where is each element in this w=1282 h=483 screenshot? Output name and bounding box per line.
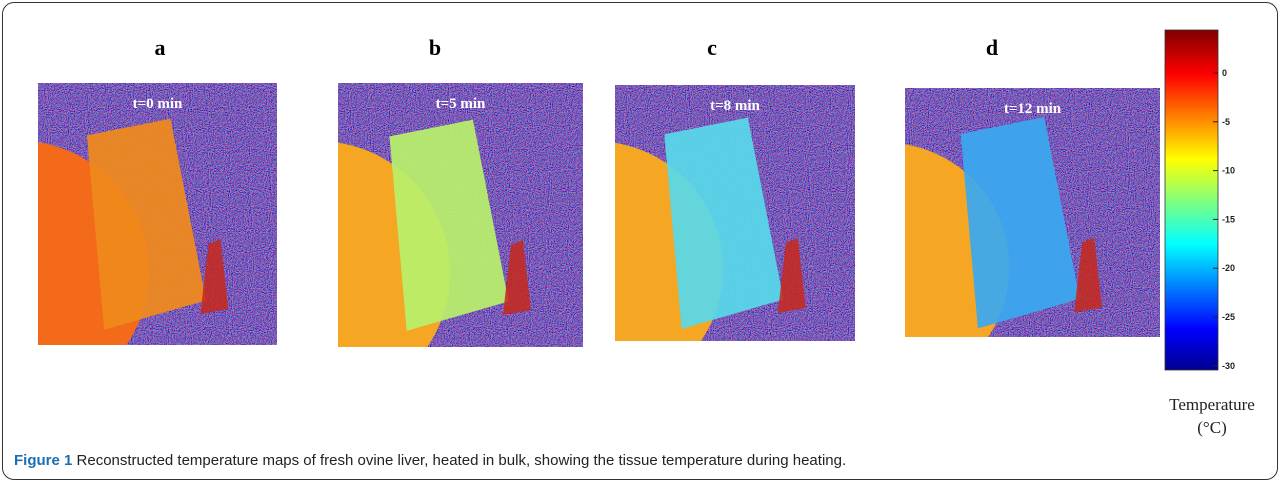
time-label: t=12 min — [1004, 101, 1062, 117]
time-label: t=8 min — [710, 98, 760, 114]
tissue — [389, 119, 509, 331]
colorbar-unit: (°C) — [1197, 418, 1226, 437]
figure: a t=0 min b t=5 min c t=8 min d t=12 min 0 -5 -10… — [38, 29, 1255, 437]
tissue — [664, 117, 784, 329]
colorbar-tick-label: -10 — [1222, 166, 1235, 176]
caption-text: Reconstructed temperature maps of fresh … — [76, 452, 847, 469]
panel-label: c — [707, 35, 717, 60]
colorbar-tick-label: -15 — [1222, 214, 1235, 224]
time-label: t=5 min — [436, 96, 486, 112]
heat-spot — [200, 239, 229, 314]
heat-spot — [1074, 237, 1103, 313]
colorbar-tick-label: -25 — [1222, 312, 1235, 322]
temperature-map — [38, 83, 277, 345]
colorbar-tick-label: -20 — [1222, 263, 1235, 273]
colorbar — [1164, 29, 1219, 371]
heat-spot — [777, 238, 806, 313]
caption-label: Figure 1 — [14, 452, 73, 469]
colorbar-title: Temperature — [1169, 395, 1255, 414]
panel-label: a — [155, 35, 166, 60]
temperature-map — [615, 85, 855, 341]
temperature-map — [905, 88, 1160, 337]
tissue — [86, 118, 207, 330]
heat-spot — [502, 240, 531, 315]
colorbar-tick-label: -30 — [1222, 361, 1235, 371]
colorbar-tick-label: -5 — [1222, 117, 1230, 127]
time-label: t=0 min — [133, 96, 183, 112]
panel-label: b — [429, 35, 441, 60]
colorbar-tick-label: 0 — [1222, 68, 1227, 78]
panel-label: d — [986, 35, 998, 60]
caption: Figure 1 Reconstructed temperature maps … — [14, 452, 846, 469]
tissue — [960, 117, 1080, 329]
temperature-map — [338, 83, 583, 347]
